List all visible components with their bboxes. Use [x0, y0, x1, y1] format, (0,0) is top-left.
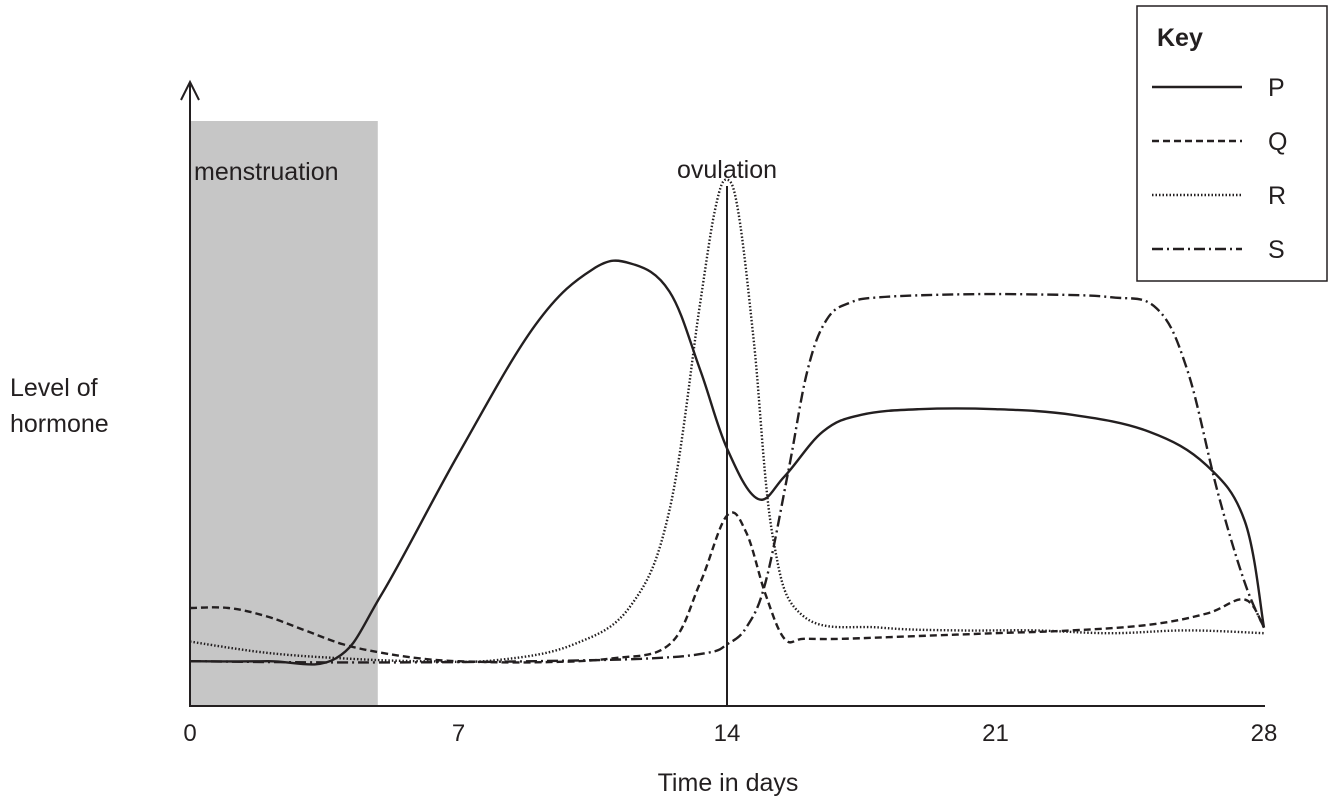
x-axis-title: Time in days	[658, 769, 799, 797]
y-axis-title-line-2: hormone	[10, 410, 109, 438]
y-axis-title-line-1: Level of	[10, 374, 98, 402]
x-tick-label: 14	[714, 720, 741, 747]
legend-label-q: Q	[1268, 128, 1287, 156]
x-tick-label: 28	[1251, 720, 1278, 747]
y-axis-title: Level of hormone	[10, 370, 109, 442]
series-q-line	[189, 511, 1266, 664]
x-tick-labels: 0 7 14 21 28	[183, 720, 1277, 747]
x-tick-label: 0	[183, 720, 196, 747]
x-tick-label: 21	[982, 720, 1009, 747]
x-tick-label: 7	[452, 720, 465, 747]
series-group	[189, 178, 1266, 666]
menstruation-label: menstruation	[194, 158, 339, 186]
legend-label-r: R	[1268, 182, 1286, 210]
y-axis-arrowhead	[180, 79, 200, 101]
legend-title: Key	[1157, 24, 1203, 52]
series-p-line	[189, 259, 1266, 666]
series-s-line	[189, 292, 1266, 664]
legend-label-p: P	[1268, 74, 1285, 102]
legend-label-s: S	[1268, 236, 1285, 264]
ovulation-label: ovulation	[677, 156, 777, 184]
menstruation-band	[190, 121, 378, 706]
legend-box	[1136, 5, 1328, 282]
